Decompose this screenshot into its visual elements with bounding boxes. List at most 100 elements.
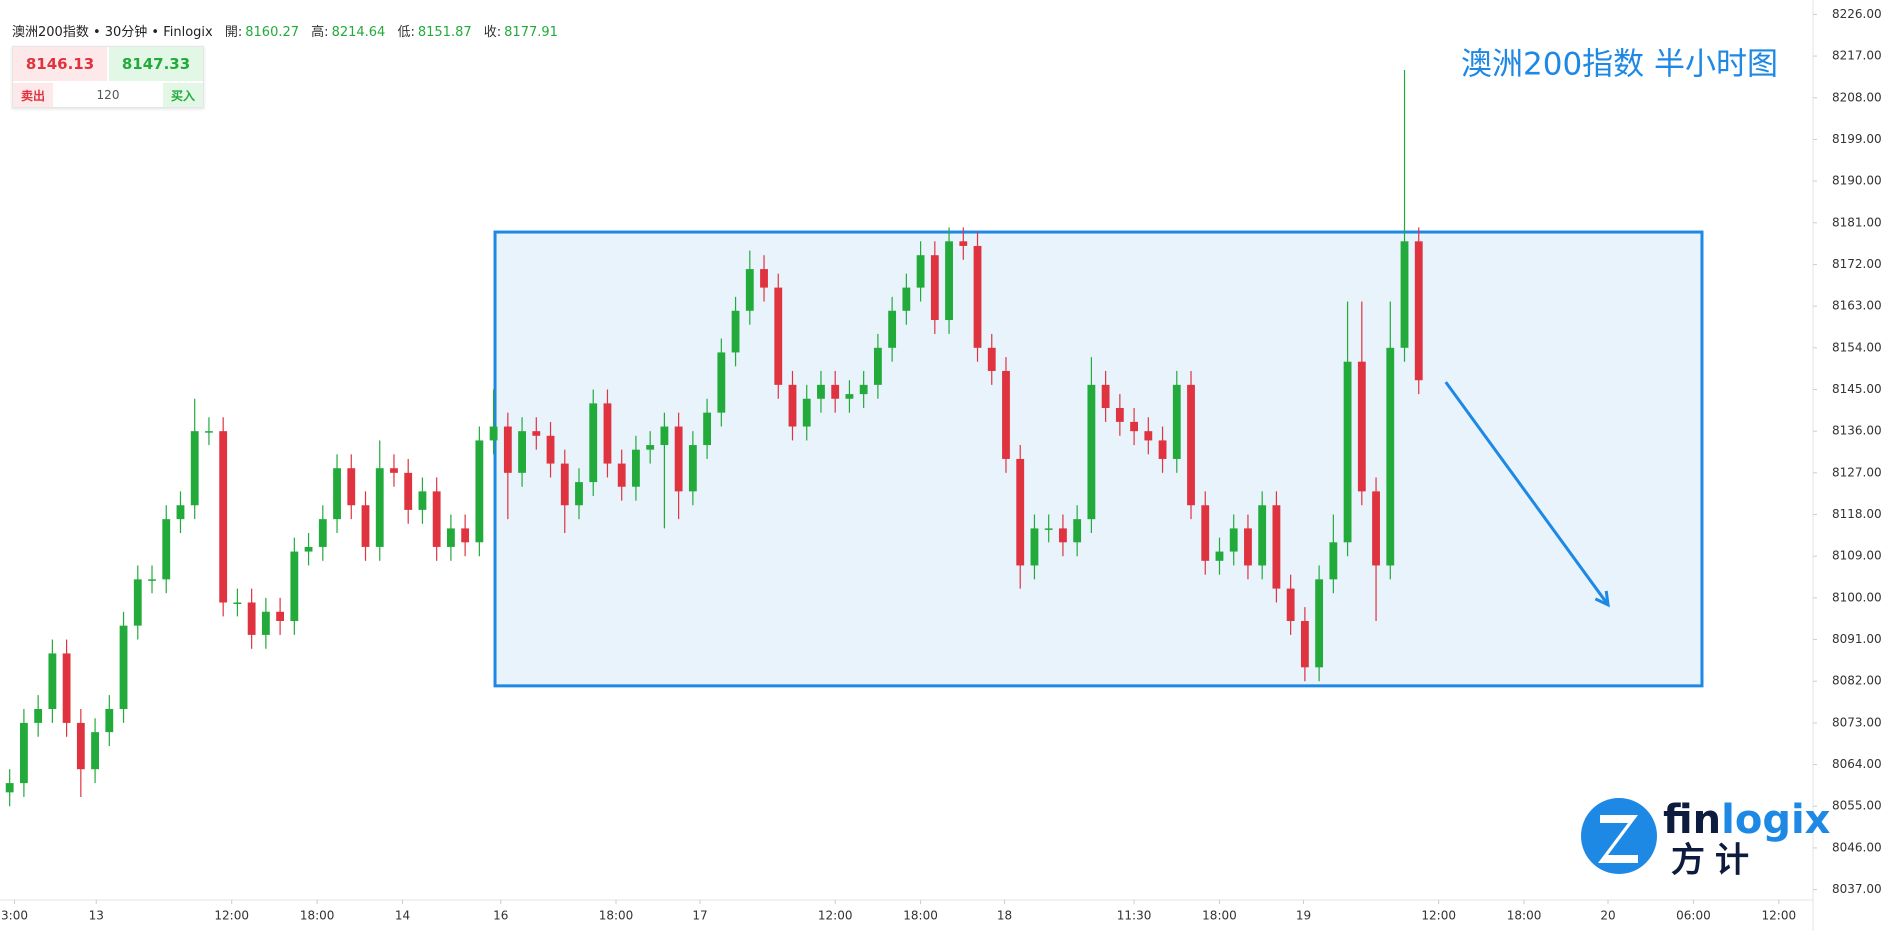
candle-body — [1414, 241, 1423, 381]
candle-body — [1201, 505, 1210, 561]
candle-body — [219, 431, 228, 603]
candle-body — [603, 403, 612, 464]
candle-body — [518, 431, 526, 473]
candle-body — [1115, 408, 1124, 422]
buy-button[interactable]: 买入 — [163, 83, 203, 107]
x-tick-label: 12:00 — [818, 909, 853, 923]
y-tick-label: 8190.00 — [1832, 174, 1882, 188]
candle-body — [1172, 384, 1181, 459]
candle-body — [375, 468, 384, 547]
header: 澳洲200指数 • 30分钟 • Finlogix 開: 8160.27 高: 82… — [12, 21, 558, 40]
y-tick-label: 8136.00 — [1832, 424, 1882, 438]
candle-body — [304, 546, 313, 552]
logo-chinese: 方计 — [1671, 841, 1759, 881]
candle-body — [461, 528, 470, 543]
candle-body — [62, 653, 71, 723]
logo-fin: fin — [1663, 797, 1721, 843]
candle-body — [646, 445, 655, 450]
candle-body — [347, 468, 356, 506]
candle-body — [1215, 551, 1224, 561]
x-tick-label: 14 — [395, 909, 410, 923]
candle-body — [760, 269, 768, 288]
candle-body — [1244, 528, 1252, 566]
candle-body — [1130, 421, 1138, 432]
chart-title: 澳洲200指数 半小时图 — [1461, 47, 1778, 83]
candle-body — [817, 384, 825, 399]
candle-body — [333, 468, 341, 520]
y-tick-label: 8055.00 — [1832, 799, 1882, 813]
candle-body — [959, 241, 968, 246]
candle-body — [1372, 491, 1380, 566]
candle-body — [162, 519, 171, 580]
x-tick-label: 20 — [1600, 909, 1615, 923]
candle-body — [133, 579, 142, 626]
candle-body — [674, 426, 683, 492]
y-tick-label: 8199.00 — [1832, 132, 1882, 146]
x-tick-label: 13 — [89, 909, 104, 923]
candle-body — [888, 310, 897, 348]
ohlc-value: 8151.87 — [417, 25, 472, 40]
candle-body — [318, 519, 327, 547]
candle-body — [1329, 542, 1338, 580]
candle-body — [404, 472, 413, 510]
x-tick-label: 18:00 — [903, 909, 938, 923]
candle-body — [1016, 458, 1025, 566]
candle-body — [34, 709, 43, 723]
y-tick-label: 8208.00 — [1832, 90, 1882, 104]
y-tick-label: 8064.00 — [1832, 757, 1882, 771]
x-tick-label: 18:00 — [599, 909, 634, 923]
candle-body — [176, 505, 185, 520]
candle-body — [617, 463, 626, 487]
volume-input[interactable]: 120 — [96, 88, 120, 102]
y-tick-label: 8181.00 — [1832, 215, 1882, 229]
candle-body — [560, 463, 569, 506]
y-tick-label: 8217.00 — [1832, 49, 1882, 63]
candle-body — [1101, 384, 1110, 409]
candle-body — [190, 431, 199, 506]
candle-body — [575, 482, 583, 506]
candle-body — [361, 505, 370, 547]
x-tick-label: 11:30 — [1117, 909, 1152, 923]
candle-body — [5, 783, 14, 793]
y-tick-label: 8046.00 — [1832, 840, 1882, 854]
trend-arrow — [1444, 381, 1610, 606]
candle-body — [205, 431, 213, 433]
y-tick-label: 8109.00 — [1832, 549, 1882, 563]
y-tick-label: 8073.00 — [1832, 715, 1882, 729]
x-tick-label: 12:00 — [214, 909, 249, 923]
sell-price[interactable]: 8146.13 — [13, 47, 107, 81]
y-tick-label: 8145.00 — [1832, 382, 1882, 396]
logo-z — [1598, 815, 1638, 863]
y-tick-label: 8172.00 — [1832, 257, 1882, 271]
candle-body — [1400, 241, 1409, 348]
candle-body — [859, 384, 868, 395]
candle-body — [802, 398, 811, 427]
candle-body — [1002, 370, 1010, 459]
candle-body — [717, 352, 726, 413]
x-tick-label: 18:00 — [300, 909, 335, 923]
candle-body — [390, 468, 398, 473]
candle-body — [1357, 361, 1366, 492]
sell-button[interactable]: 卖出 — [13, 83, 53, 107]
ohlc-value: 8214.64 — [331, 25, 386, 40]
y-tick-label: 8127.00 — [1832, 465, 1882, 479]
candle-body — [19, 722, 28, 784]
candle-body — [987, 347, 996, 371]
x-tick-label: 12:00 — [1421, 909, 1456, 923]
candle-body — [845, 394, 854, 399]
y-tick-label: 8226.00 — [1832, 7, 1882, 21]
x-tick-label: 12:00 — [1762, 909, 1797, 923]
candle-body — [475, 440, 484, 543]
candle-body — [432, 491, 441, 547]
symbol: 澳洲200指数 • 30分钟 • Finlogix — [12, 25, 213, 40]
candle-body — [1343, 361, 1352, 543]
candle-body — [119, 625, 128, 710]
buy-price[interactable]: 8147.33 — [109, 47, 203, 81]
candle-body — [532, 431, 541, 436]
y-tick-label: 8091.00 — [1832, 632, 1882, 646]
candle-body — [1030, 528, 1039, 566]
candle-body — [546, 435, 555, 464]
x-tick-label: 18 — [997, 909, 1012, 923]
candle-body — [945, 241, 953, 321]
candle-body — [1258, 505, 1267, 566]
